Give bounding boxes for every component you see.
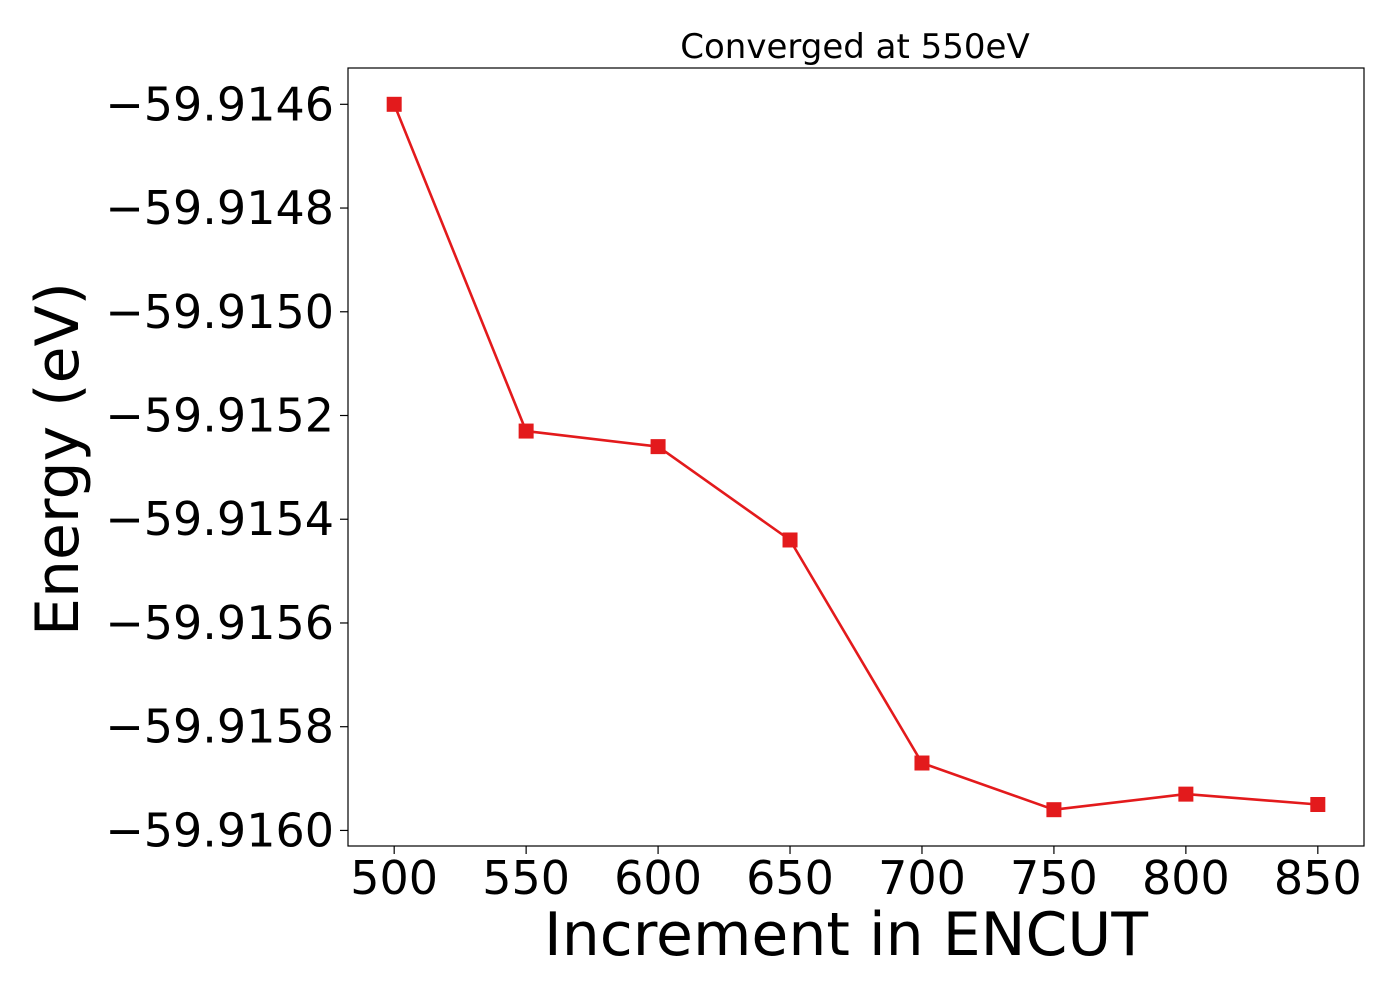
data-point-marker [386, 96, 402, 112]
data-point-marker [782, 532, 798, 548]
y-tick-label: −59.9156 [105, 596, 334, 650]
chart-title: Converged at 550eV [680, 27, 1029, 67]
data-point-marker [650, 439, 666, 455]
x-tick-label: 850 [1274, 851, 1362, 905]
series-line [392, 103, 1318, 812]
data-point-marker [1046, 802, 1062, 818]
x-tick-label: 500 [350, 851, 438, 905]
x-axis-label: Increment in ENCUT [544, 900, 1148, 970]
y-tick-label: −59.9160 [105, 803, 334, 857]
x-tick-label: 700 [878, 851, 966, 905]
y-tick-label: −59.9148 [105, 181, 334, 235]
x-tick-label: 550 [482, 851, 570, 905]
data-point-marker [518, 423, 534, 439]
y-tick-label: −59.9150 [105, 285, 334, 339]
data-point-marker [914, 755, 930, 771]
y-axis-label: Energy (eV) [23, 282, 93, 636]
data-point-marker [1178, 786, 1194, 802]
y-tick-label: −59.9146 [105, 77, 334, 131]
x-tick-label: 750 [1010, 851, 1098, 905]
y-tick-label: −59.9158 [105, 700, 334, 754]
y-tick-label: −59.9154 [105, 492, 334, 546]
x-tick-label: 800 [1142, 851, 1230, 905]
plot-frame [347, 67, 1365, 847]
x-tick-label: 650 [746, 851, 834, 905]
data-point-marker [1310, 797, 1326, 813]
x-tick-label: 600 [614, 851, 702, 905]
y-tick-label: −59.9152 [105, 389, 334, 443]
